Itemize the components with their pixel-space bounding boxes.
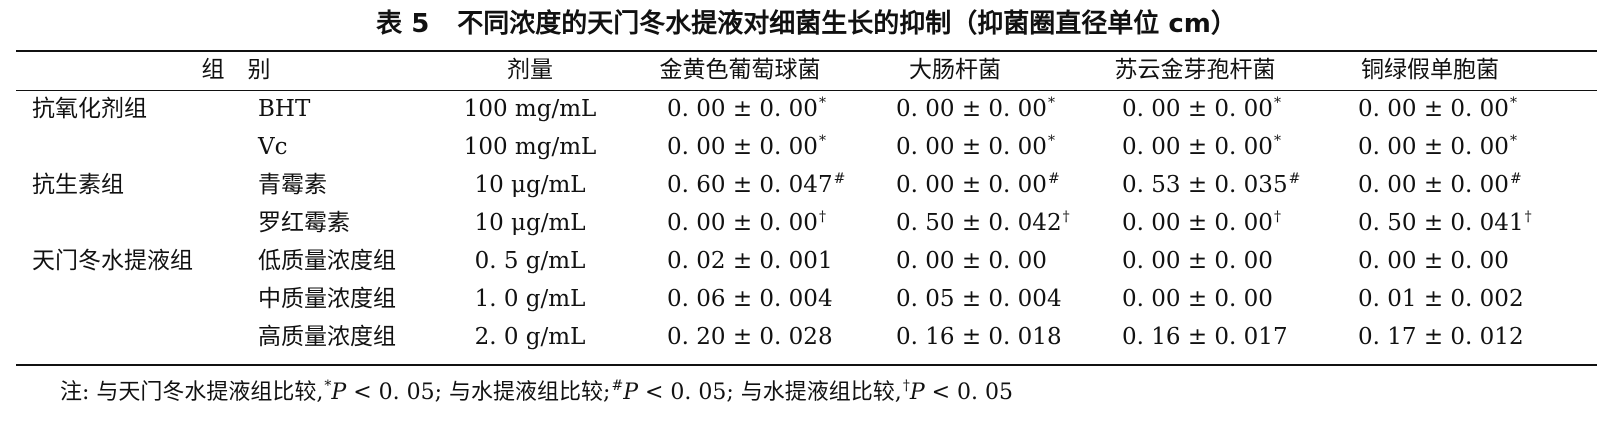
table-cell: 0. 53 ± 0. 035# xyxy=(1122,171,1301,198)
table-cell: 0. 00 ± 0. 00# xyxy=(896,171,1060,198)
row-subgroup: 高质量浓度组 xyxy=(258,324,396,350)
footnote-mark-2: # xyxy=(611,378,624,394)
table-cell: 0. 00 ± 0. 00* xyxy=(1122,133,1281,160)
table-cell: 0. 05 ± 0. 004 xyxy=(896,286,1062,312)
table-cell: 0. 00 ± 0. 00* xyxy=(896,95,1055,122)
table-cell: 0. 00 ± 0. 00 xyxy=(1122,248,1273,274)
row-group-label: 天门冬水提液组 xyxy=(32,248,193,274)
table-cell: 0. 00 ± 0. 00 xyxy=(1358,248,1509,274)
table-cell: 0. 17 ± 0. 012 xyxy=(1358,324,1524,350)
table-cell: 0. 50 ± 0. 041† xyxy=(1358,209,1532,236)
row-dose: 0. 5 g/mL xyxy=(474,248,586,274)
footnote-comparison-1: 与天门冬水提液组比较, xyxy=(89,380,324,405)
table-cell: 0. 20 ± 0. 028 xyxy=(667,324,833,350)
footnote-prefix: 注: xyxy=(60,380,90,405)
footnote-mark-3: † xyxy=(902,378,910,394)
table-cell: 0. 02 ± 0. 001 xyxy=(667,248,833,274)
table-cell: 0. 00 ± 0. 00* xyxy=(896,133,1055,160)
footnote-threshold-2: < 0. 05; xyxy=(638,380,734,405)
table-cell: 0. 16 ± 0. 017 xyxy=(1122,324,1288,350)
row-subgroup: 罗红霉素 xyxy=(258,210,350,236)
row-dose: 10 μg/mL xyxy=(474,210,586,236)
table-cell: 0. 00 ± 0. 00* xyxy=(667,95,826,122)
row-dose: 100 mg/mL xyxy=(463,96,597,122)
table-cell: 0. 06 ± 0. 004 xyxy=(667,286,833,312)
footnote-threshold-1: < 0. 05; xyxy=(346,380,443,405)
table-cell: 0. 60 ± 0. 047# xyxy=(667,171,846,198)
p-symbol: P xyxy=(909,380,925,405)
header-dose: 剂量 xyxy=(507,57,553,83)
table-cell: 0. 00 ± 0. 00† xyxy=(667,209,826,236)
p-symbol: P xyxy=(331,380,347,405)
header-group: 组 别 xyxy=(201,57,271,83)
p-symbol: P xyxy=(623,380,638,405)
row-subgroup: BHT xyxy=(258,96,311,122)
row-group-label: 抗氧化剂组 xyxy=(32,96,147,122)
row-subgroup: Vc xyxy=(258,134,288,160)
table-cell: 0. 00 ± 0. 00* xyxy=(1122,95,1281,122)
footnote-comparison-2: 与水提液组比较; xyxy=(442,380,611,405)
header-bacterium: 金黄色葡萄球菌 xyxy=(659,57,821,83)
table-cell: 0. 00 ± 0. 00* xyxy=(1358,95,1517,122)
header-bacterium: 铜绿假单胞菌 xyxy=(1361,57,1499,83)
footnote-threshold-3: < 0. 05 xyxy=(924,380,1014,405)
table-cell: 0. 00 ± 0. 00 xyxy=(1122,286,1273,312)
table-cell: 0. 00 ± 0. 00† xyxy=(1122,209,1281,236)
table-cell: 0. 00 ± 0. 00* xyxy=(1358,133,1517,160)
row-dose: 1. 0 g/mL xyxy=(474,286,586,312)
row-subgroup: 青霉素 xyxy=(258,172,327,198)
row-subgroup: 中质量浓度组 xyxy=(258,286,396,312)
top-rule xyxy=(16,50,1597,52)
table-title: 表 5 不同浓度的天门冬水提液对细菌生长的抑制（抑菌圈直径单位 cm） xyxy=(0,6,1613,42)
table-caption: 不同浓度的天门冬水提液对细菌生长的抑制（抑菌圈直径单位 cm） xyxy=(457,9,1237,39)
table-cell: 0. 01 ± 0. 002 xyxy=(1358,286,1524,312)
table-cell: 0. 50 ± 0. 042† xyxy=(896,209,1070,236)
table-footnote: 注: 与天门冬水提液组比较,*P < 0. 05; 与水提液组比较;#P < 0… xyxy=(60,378,1013,408)
table-cell: 0. 16 ± 0. 018 xyxy=(896,324,1062,350)
row-dose: 100 mg/mL xyxy=(463,134,597,160)
table-cell: 0. 00 ± 0. 00* xyxy=(667,133,826,160)
row-group-label: 抗生素组 xyxy=(32,172,124,198)
table-number: 表 5 xyxy=(376,9,430,39)
row-dose: 2. 0 g/mL xyxy=(474,324,586,350)
footnote-comparison-3: 与水提液组比较, xyxy=(733,380,902,405)
table-cell: 0. 00 ± 0. 00 xyxy=(896,248,1047,274)
footnote-mark-1: * xyxy=(324,378,332,394)
row-subgroup: 低质量浓度组 xyxy=(258,248,396,274)
bottom-rule xyxy=(16,364,1597,366)
header-bacterium: 大肠杆菌 xyxy=(909,57,1001,83)
table-cell: 0. 00 ± 0. 00# xyxy=(1358,171,1522,198)
header-bacterium: 苏云金芽孢杆菌 xyxy=(1114,57,1276,83)
header-rule xyxy=(16,90,1597,91)
row-dose: 10 μg/mL xyxy=(474,172,586,198)
